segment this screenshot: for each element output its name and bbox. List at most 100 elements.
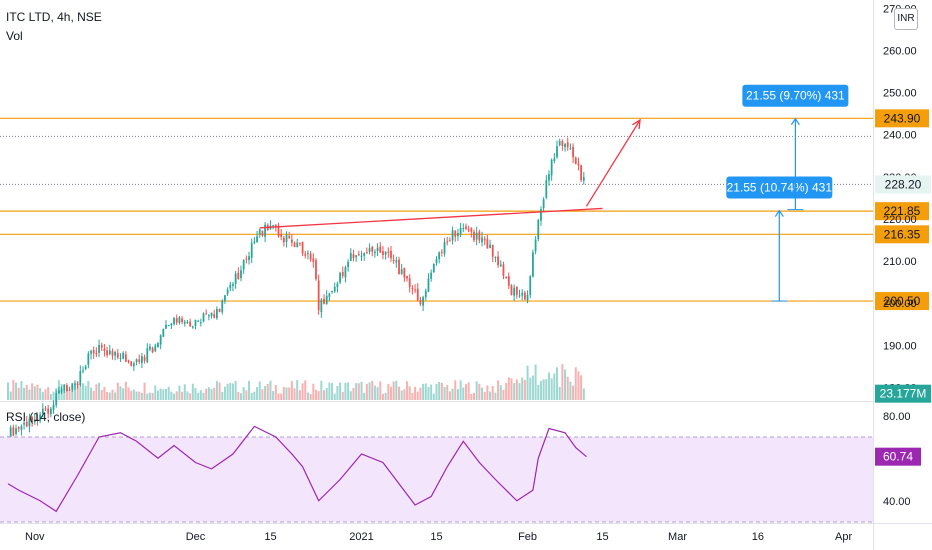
volume-bar	[464, 384, 467, 400]
volume-bar	[28, 389, 31, 400]
volume-bar	[561, 364, 564, 400]
volume-bar	[15, 382, 18, 400]
volume-bar	[379, 381, 382, 400]
volume-bar	[360, 381, 363, 400]
currency-badge[interactable]: INR	[894, 8, 918, 30]
volume-bar	[47, 387, 50, 400]
volume-bar	[293, 388, 296, 400]
volume-bar	[84, 385, 87, 400]
volume-bar	[325, 387, 328, 400]
volume-bar	[132, 389, 135, 400]
candle-up	[256, 236, 258, 243]
volume-bar	[106, 392, 109, 400]
candle-down	[116, 353, 119, 358]
time-axis[interactable]: Nov Dec 15 2021 15 Feb 15 Mar 16 Apr	[25, 531, 852, 543]
candle-up	[400, 269, 403, 275]
candle-up	[427, 278, 430, 292]
candle-up	[336, 283, 339, 288]
candle-up	[250, 243, 253, 258]
volume-bar	[475, 381, 478, 400]
candle-up	[98, 345, 100, 353]
candle-up	[344, 267, 347, 278]
volume-bar	[376, 387, 379, 400]
volume-bar	[33, 386, 36, 400]
volume-bar	[199, 390, 202, 400]
volume-bar	[454, 380, 457, 400]
volume-bar	[250, 392, 253, 400]
candle-up	[424, 290, 427, 298]
candle-down	[288, 236, 291, 238]
volume-bar	[186, 391, 189, 400]
volume-bar	[140, 392, 143, 400]
candle-up	[135, 359, 138, 363]
rsi-tick-label: 40.00	[883, 496, 911, 508]
volume-bar	[148, 392, 151, 400]
volume-bar	[550, 378, 553, 400]
candle-down	[312, 258, 315, 262]
volume-bar	[290, 381, 293, 400]
candle-down	[309, 253, 312, 260]
volume-bar	[582, 388, 585, 400]
rsi-value-tag	[875, 447, 921, 466]
volume-bar	[167, 386, 170, 400]
volume-bar	[223, 386, 226, 400]
volume-bar	[73, 380, 76, 400]
volume-bar	[558, 387, 561, 400]
drawing-layer[interactable]: 21.55 (10.74%) 431 21.55 (9.70%) 431	[259, 84, 849, 302]
candle-down	[317, 280, 320, 311]
volume-bar	[98, 382, 101, 400]
candle-up	[33, 419, 36, 423]
candle-up	[532, 252, 534, 277]
time-tick-label: 15	[264, 531, 276, 543]
volume-bar	[100, 390, 103, 400]
volume-bar	[256, 387, 259, 400]
candle-down	[274, 225, 277, 227]
candle-up	[242, 260, 245, 270]
candle-down	[572, 146, 574, 158]
candle-down	[577, 163, 580, 166]
candle-up	[481, 237, 483, 243]
candle-down	[213, 314, 216, 318]
volume-bar	[282, 387, 285, 400]
volume-bar	[31, 383, 34, 400]
candle-down	[371, 246, 374, 252]
volume-bar	[253, 391, 256, 400]
price-axis[interactable]: 180.00190.00200.00210.00220.00230.00240.…	[875, 3, 931, 403]
volume-bar	[274, 385, 277, 400]
candle-up	[422, 297, 425, 306]
candle-up	[368, 248, 371, 252]
candle-up	[159, 335, 162, 345]
candle-down	[341, 272, 344, 276]
candle-down	[403, 267, 406, 278]
volume-bar	[478, 383, 481, 400]
rsi-layer: 40.00 80.00 60.74	[0, 411, 921, 523]
candle-down	[440, 251, 443, 253]
volume-bar	[432, 393, 435, 400]
volume-bar	[159, 388, 162, 400]
level-price-label: 221.85	[884, 204, 921, 218]
candle-down	[497, 256, 499, 266]
price-tick-label: 190.00	[883, 340, 917, 352]
volume-bar	[502, 389, 505, 400]
candle-down	[574, 157, 577, 164]
candle-down	[379, 246, 382, 253]
volume-bar	[207, 387, 210, 400]
measure-label: 21.55 (10.74%) 431	[727, 181, 833, 195]
candle-up	[537, 219, 540, 240]
volume-bar	[534, 364, 537, 400]
candle-up	[114, 351, 117, 356]
candle-up	[258, 229, 261, 235]
candle-up	[489, 244, 491, 248]
candle-up	[221, 300, 224, 313]
candle-up	[186, 322, 189, 324]
candle-down	[304, 253, 307, 256]
volume-bar	[537, 384, 540, 400]
candle-down	[470, 228, 473, 232]
volume-bar	[419, 387, 422, 400]
candle-up	[9, 427, 12, 440]
candle-down	[299, 242, 301, 244]
candle-down	[467, 229, 470, 231]
candle-up	[542, 199, 545, 209]
volume-bar	[9, 391, 12, 400]
